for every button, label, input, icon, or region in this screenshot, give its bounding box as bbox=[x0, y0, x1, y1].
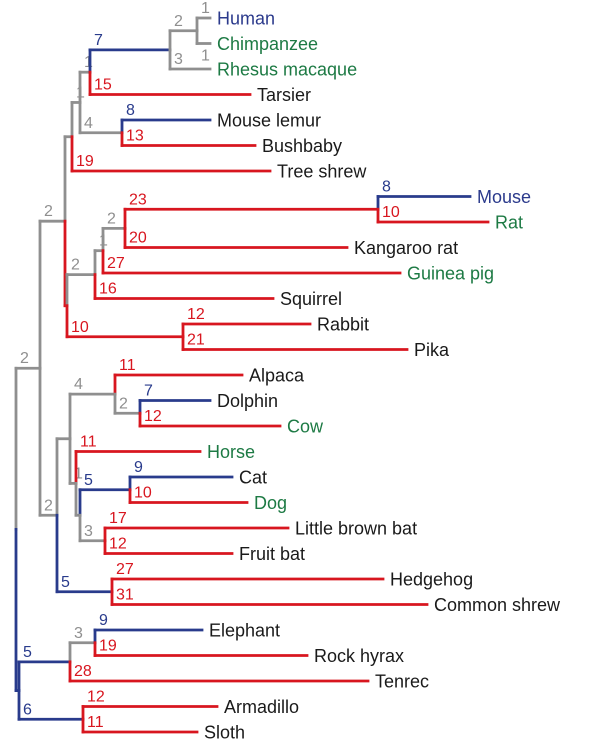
species-label-common-shrew: Common shrew bbox=[434, 595, 561, 615]
species-label-tree-shrew: Tree shrew bbox=[277, 162, 367, 182]
species-label-hedgehog: Hedgehog bbox=[390, 570, 473, 590]
branch-value-label: 1 bbox=[201, 48, 210, 65]
branch-value-label: 3 bbox=[84, 523, 93, 540]
species-label-pika: Pika bbox=[414, 340, 450, 360]
branch-value-label: 16 bbox=[99, 281, 117, 298]
branch-value-label: 27 bbox=[116, 561, 134, 578]
species-label-squirrel: Squirrel bbox=[280, 289, 342, 309]
branch-value-label: 11 bbox=[80, 434, 97, 451]
branch-value-label: 3 bbox=[74, 625, 83, 642]
branch-value-label: 5 bbox=[61, 574, 70, 591]
species-label-tarsier: Tarsier bbox=[257, 85, 311, 105]
branch-value-label: 7 bbox=[94, 32, 103, 49]
species-label-horse: Horse bbox=[207, 442, 255, 462]
species-label-sloth: Sloth bbox=[204, 723, 245, 740]
branch-value-label: 19 bbox=[99, 638, 117, 655]
species-label-mouse-lemur: Mouse lemur bbox=[217, 111, 321, 131]
branch-value-label: 12 bbox=[187, 306, 205, 323]
branch-value-label: 2 bbox=[20, 350, 29, 367]
species-label-cow: Cow bbox=[287, 417, 324, 437]
branch-value-label: 7 bbox=[144, 383, 153, 400]
branch-value-label: 1 bbox=[74, 465, 83, 482]
species-label-bushbaby: Bushbaby bbox=[262, 136, 342, 156]
branch-value-label: 12 bbox=[87, 689, 105, 706]
species-label-human: Human bbox=[217, 9, 275, 29]
branch-value-label: 23 bbox=[129, 191, 147, 208]
branch-value-label: 8 bbox=[382, 179, 391, 196]
branch-value-label: 2 bbox=[71, 257, 80, 274]
species-label-dog: Dog bbox=[254, 493, 287, 513]
branch-value-label: 17 bbox=[109, 510, 127, 527]
species-label-little-brown-bat: Little brown bat bbox=[295, 519, 417, 539]
branch-value-label: 4 bbox=[74, 376, 83, 393]
branch-value-label: 9 bbox=[99, 612, 108, 629]
branch-value-label: 28 bbox=[74, 663, 92, 680]
branch-value-label: 4 bbox=[84, 115, 93, 132]
species-label-chimpanzee: Chimpanzee bbox=[217, 34, 318, 54]
species-label-armadillo: Armadillo bbox=[224, 697, 299, 717]
branch-value-label: 11 bbox=[87, 714, 104, 731]
branch-value-label: 20 bbox=[129, 230, 147, 247]
branch-value-label: 1 bbox=[84, 54, 93, 71]
species-label-cat: Cat bbox=[239, 468, 267, 488]
branch-value-label: 19 bbox=[76, 153, 94, 170]
branch-value-label: 27 bbox=[107, 255, 125, 272]
branch-value-label: 13 bbox=[126, 128, 144, 145]
species-label-rat: Rat bbox=[495, 213, 523, 233]
branch-value-label: 12 bbox=[109, 536, 127, 553]
species-label-elephant: Elephant bbox=[209, 621, 280, 641]
branch-value-label: 8 bbox=[126, 102, 135, 119]
branch-value-label: 2 bbox=[44, 203, 53, 220]
species-label-rock-hyrax: Rock hyrax bbox=[314, 646, 404, 666]
branch-value-label: 31 bbox=[116, 587, 134, 604]
branch-value-label: 5 bbox=[23, 644, 32, 661]
branch-value-label: 21 bbox=[187, 332, 205, 349]
species-label-guinea-pig: Guinea pig bbox=[407, 264, 494, 284]
branch-value-label: 9 bbox=[134, 459, 143, 476]
branch-value-label: 11 bbox=[119, 357, 136, 374]
species-label-alpaca: Alpaca bbox=[249, 366, 305, 386]
branch-value-label: 10 bbox=[134, 485, 152, 502]
branch-value-label: 10 bbox=[71, 319, 89, 336]
species-label-fruit-bat: Fruit bat bbox=[239, 544, 305, 564]
branch-value-label: 2 bbox=[44, 497, 53, 514]
branch-value-label: 1 bbox=[201, 0, 210, 17]
branch-value-label: 5 bbox=[84, 472, 93, 489]
species-label-rhesus-macaque: Rhesus macaque bbox=[217, 60, 357, 80]
branch-value-label: 2 bbox=[119, 395, 128, 412]
species-label-dolphin: Dolphin bbox=[217, 391, 278, 411]
species-label-mouse: Mouse bbox=[477, 187, 531, 207]
branch-value-label: 2 bbox=[107, 210, 116, 227]
branch-value-label: 12 bbox=[144, 408, 162, 425]
species-label-rabbit: Rabbit bbox=[317, 315, 369, 335]
branch-value-label: 3 bbox=[174, 51, 183, 68]
species-label-kangaroo-rat: Kangaroo rat bbox=[354, 238, 458, 258]
branch-value-label: 15 bbox=[94, 77, 112, 94]
branch-value-label: 2 bbox=[174, 13, 183, 30]
branch-value-label: 6 bbox=[23, 701, 32, 718]
species-label-tenrec: Tenrec bbox=[375, 672, 429, 692]
branch-value-label: 10 bbox=[382, 204, 400, 221]
